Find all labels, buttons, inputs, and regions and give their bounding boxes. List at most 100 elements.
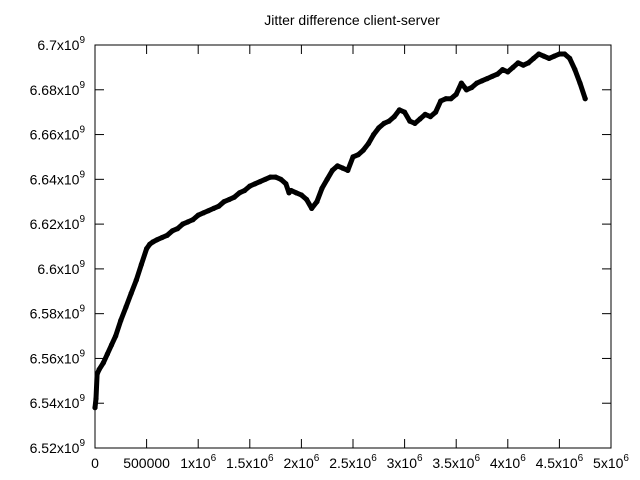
data-point bbox=[329, 167, 335, 173]
data-point bbox=[247, 183, 253, 189]
y-tick-label: 6.56x109 bbox=[30, 348, 86, 366]
data-point bbox=[113, 333, 119, 339]
data-point bbox=[417, 116, 423, 122]
data-point bbox=[345, 167, 351, 173]
data-point bbox=[190, 217, 196, 223]
data-point bbox=[195, 212, 201, 218]
data-point bbox=[104, 351, 110, 357]
data-point bbox=[118, 317, 124, 323]
data-point bbox=[154, 237, 160, 243]
data-point bbox=[278, 176, 284, 182]
data-point bbox=[562, 51, 568, 57]
data-point bbox=[531, 55, 537, 62]
data-point bbox=[288, 187, 294, 194]
data-point bbox=[221, 199, 227, 205]
chart-title: Jitter difference client-server bbox=[264, 12, 440, 28]
x-tick-label: 3x106 bbox=[387, 453, 423, 471]
data-point bbox=[242, 187, 248, 194]
x-tick-label: 2x106 bbox=[283, 453, 319, 471]
data-point bbox=[169, 228, 175, 234]
data-point bbox=[422, 111, 428, 117]
x-tick-label: 2.5x106 bbox=[329, 453, 377, 471]
data-point bbox=[138, 261, 144, 267]
data-point bbox=[262, 176, 268, 182]
data-point bbox=[324, 176, 330, 182]
data-point bbox=[551, 53, 557, 59]
x-tick-label: 1x106 bbox=[180, 453, 216, 471]
data-point bbox=[309, 205, 315, 211]
data-point bbox=[567, 55, 573, 62]
data-point bbox=[298, 192, 304, 198]
data-point bbox=[412, 120, 418, 126]
data-point bbox=[340, 165, 346, 171]
data-point bbox=[443, 96, 449, 102]
data-point bbox=[458, 80, 464, 86]
x-tick-label: 0 bbox=[91, 455, 99, 471]
data-point bbox=[355, 152, 361, 158]
data-point bbox=[293, 190, 299, 196]
series-group bbox=[92, 51, 588, 411]
data-point bbox=[546, 55, 552, 62]
data-point bbox=[128, 290, 134, 297]
x-tick-label: 4.5x106 bbox=[536, 453, 584, 471]
data-point bbox=[572, 67, 578, 73]
data-point bbox=[365, 140, 372, 147]
data-point bbox=[304, 196, 310, 203]
data-point bbox=[200, 210, 206, 216]
data-point bbox=[133, 277, 139, 283]
data-point bbox=[159, 234, 165, 241]
data-point bbox=[185, 219, 191, 225]
data-point bbox=[520, 62, 526, 68]
data-point bbox=[175, 226, 181, 232]
x-tick-label: 1.5x106 bbox=[226, 453, 274, 471]
data-point bbox=[500, 67, 506, 73]
data-point bbox=[150, 239, 156, 245]
data-point bbox=[438, 98, 444, 104]
data-point bbox=[257, 179, 263, 185]
axis-ticks bbox=[94, 44, 612, 449]
data-point bbox=[433, 109, 439, 115]
data-point bbox=[474, 80, 480, 86]
data-point bbox=[180, 221, 186, 227]
y-tick-label: 6.62x109 bbox=[30, 214, 86, 232]
data-point bbox=[123, 304, 129, 310]
y-tick-label: 6.66x109 bbox=[30, 125, 86, 143]
data-point bbox=[582, 96, 588, 102]
data-point bbox=[510, 64, 516, 70]
data-point bbox=[94, 371, 100, 377]
data-point bbox=[536, 51, 542, 57]
data-point bbox=[427, 114, 433, 120]
data-point bbox=[371, 132, 377, 138]
data-point bbox=[226, 196, 232, 203]
y-tick-label: 6.6x109 bbox=[37, 259, 85, 277]
data-point bbox=[391, 114, 397, 120]
y-tick-label: 6.58x109 bbox=[30, 304, 86, 322]
data-point bbox=[515, 60, 521, 66]
x-tick-labels: 0 500000 1x106 1.5x106 2x106 2.5x106 3x106 3.5x… bbox=[91, 453, 629, 471]
data-point bbox=[267, 174, 273, 180]
data-point bbox=[541, 53, 547, 59]
plot-frame bbox=[94, 44, 612, 449]
data-point bbox=[505, 69, 511, 75]
data-point bbox=[211, 205, 217, 211]
data-point bbox=[396, 107, 402, 113]
data-point bbox=[319, 185, 325, 191]
x-tick-label: 500000 bbox=[123, 455, 170, 471]
x-tick-label: 3.5x106 bbox=[432, 453, 480, 471]
data-point bbox=[108, 342, 115, 348]
x-tick-label: 5x106 bbox=[593, 453, 629, 471]
data-point bbox=[350, 154, 356, 160]
data-point bbox=[556, 51, 563, 57]
data-point bbox=[92, 405, 98, 411]
data-point bbox=[407, 118, 413, 124]
data-point bbox=[93, 396, 99, 402]
data-point bbox=[273, 174, 279, 180]
data-point bbox=[376, 125, 382, 131]
data-point bbox=[236, 190, 243, 196]
data-point bbox=[479, 78, 485, 84]
data-point bbox=[314, 199, 320, 205]
data-point bbox=[252, 181, 258, 187]
data-point bbox=[525, 60, 532, 66]
data-point bbox=[577, 80, 583, 86]
